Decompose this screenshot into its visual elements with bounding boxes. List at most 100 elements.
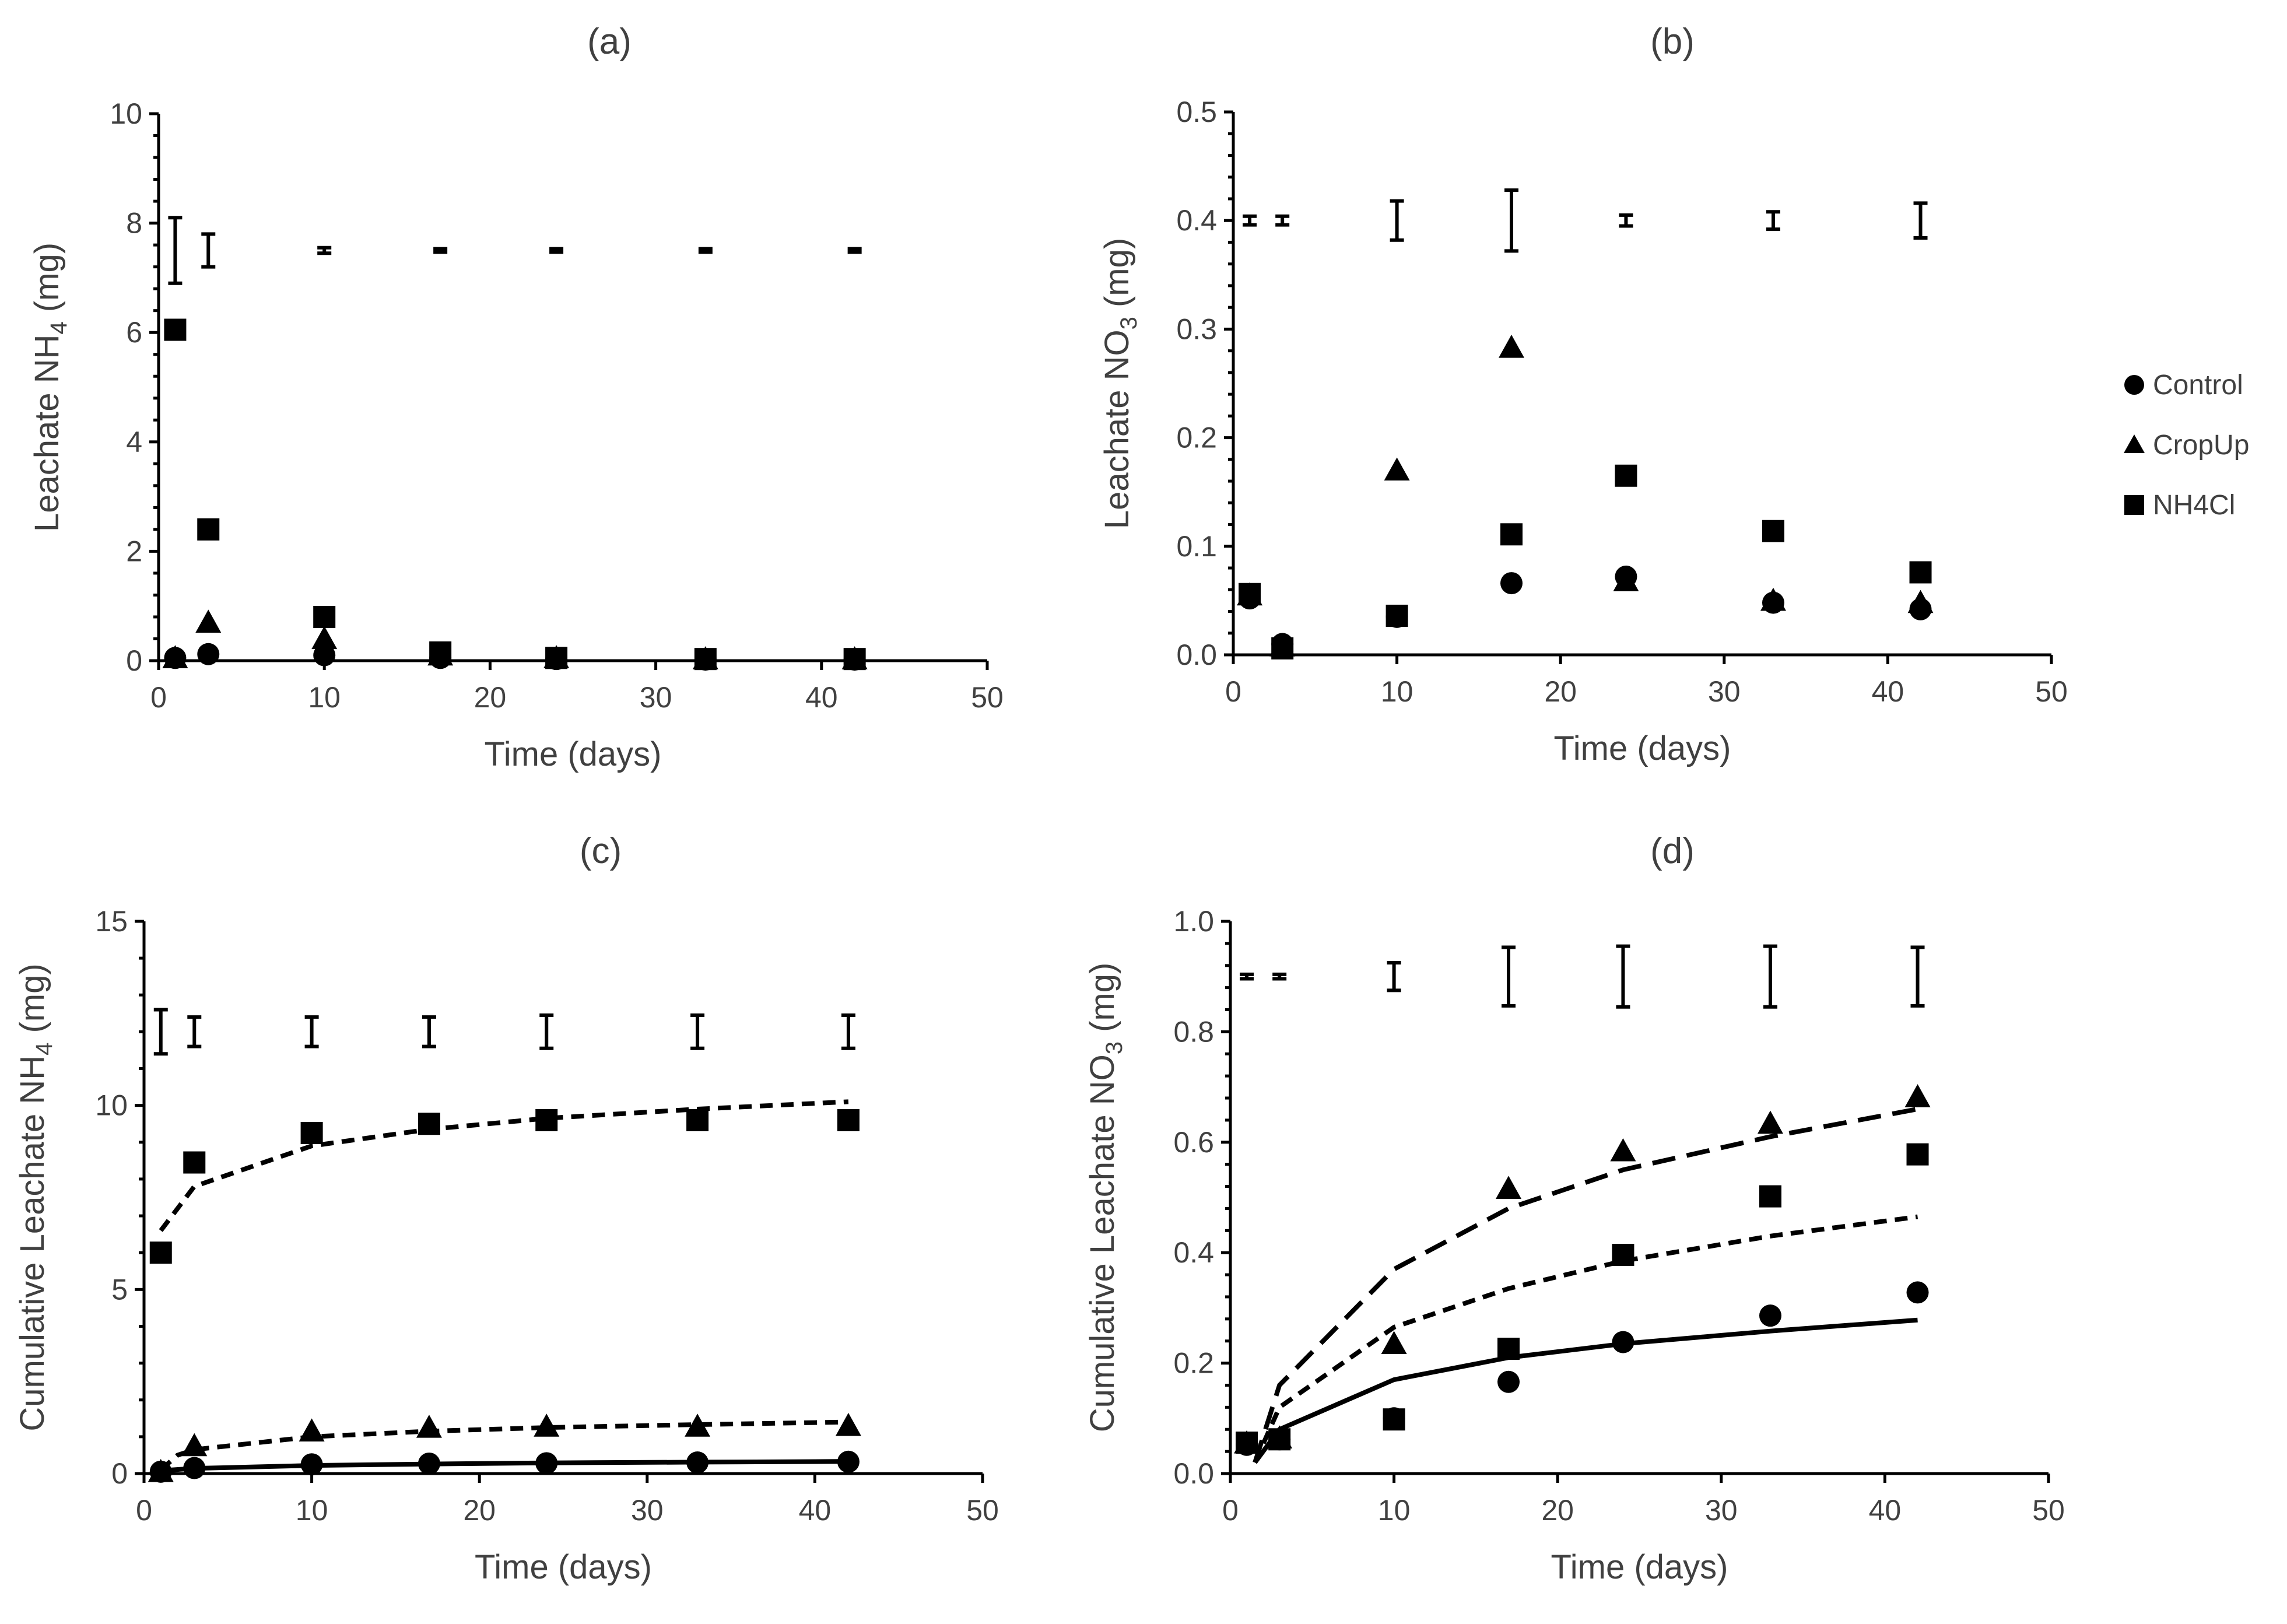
data-point-nh4cl <box>197 518 220 541</box>
legend-label-cropup: CropUp <box>2153 430 2249 461</box>
data-point-nh4cl <box>535 1109 558 1131</box>
error-bar <box>187 1015 202 1048</box>
y-axis-title-unit: (mg) <box>13 963 51 1042</box>
data-point-cropup <box>181 1433 208 1457</box>
error-bar <box>1616 944 1630 1009</box>
data-point-cropup <box>1381 1331 1407 1355</box>
data-point-cropup <box>1613 568 1639 591</box>
data-point-cropup <box>1757 1110 1783 1134</box>
x-tick-label: 50 <box>2032 1494 2065 1527</box>
data-point-control <box>300 1453 323 1476</box>
y-tick-label: 5 <box>111 1273 128 1306</box>
x-tick-label: 10 <box>1381 675 1413 708</box>
data-point-cropup <box>1907 590 1934 613</box>
y-tick-label: 0.1 <box>1176 530 1217 563</box>
error-bar <box>153 1008 168 1056</box>
y-tick-label: 0.2 <box>1176 422 1217 454</box>
error-bar <box>201 232 216 269</box>
x-tick-label: 20 <box>1544 675 1577 708</box>
error-bar <box>1387 961 1401 992</box>
x-tick-label: 10 <box>296 1494 328 1527</box>
data-point-nh4cl <box>1762 520 1784 542</box>
error-bar <box>1766 210 1780 232</box>
y-axis-title-main: Leachate NO <box>1098 329 1136 529</box>
data-point-control <box>183 1457 206 1479</box>
x-tick-label: 10 <box>1378 1494 1411 1527</box>
data-point-control <box>1759 1304 1781 1327</box>
y-tick-label: 0.2 <box>1173 1347 1214 1380</box>
y-tick-label: 0 <box>111 1457 128 1490</box>
legend-marker-triangle <box>2124 434 2145 453</box>
x-tick-label: 30 <box>631 1494 664 1527</box>
data-point-cropup <box>416 1415 442 1438</box>
data-point-cropup <box>311 626 338 650</box>
data-point-nh4cl <box>694 648 717 671</box>
data-point-nh4cl <box>1615 464 1637 487</box>
y-axis-title-subscript: 4 <box>46 321 72 334</box>
fit-line-cropup-fit <box>1253 1107 1918 1464</box>
fit-line-nh4cl-fit <box>1253 1214 1918 1464</box>
data-point-cropup <box>1499 335 1525 358</box>
data-point-cropup <box>148 1458 174 1482</box>
data-point-nh4cl <box>1497 1337 1520 1360</box>
legend-marker-group <box>2124 495 2144 515</box>
legend: Control CropUp NH4Cl <box>2124 370 2249 521</box>
x-tick-label: 20 <box>1541 1494 1574 1527</box>
x-tick-label: 40 <box>1872 675 1904 708</box>
y-tick-label: 4 <box>126 426 142 458</box>
data-point-nh4cl <box>429 641 452 664</box>
data-point-nh4cl <box>300 1122 323 1145</box>
y-tick-label: 10 <box>110 97 142 130</box>
x-tick-label: 40 <box>1869 1494 1902 1527</box>
y-tick-label: 1.0 <box>1173 905 1214 938</box>
error-bar <box>1619 213 1633 228</box>
data-point-cropup <box>299 1418 325 1441</box>
error-bar <box>1240 972 1254 981</box>
y-axis-title-unit: (mg) <box>1098 238 1136 317</box>
y-tick-label: 0.5 <box>1176 96 1217 128</box>
data-point-cropup <box>1384 457 1410 481</box>
data-point-nh4cl <box>1906 1143 1929 1166</box>
data-point-nh4cl <box>1385 604 1408 627</box>
y-axis-title: Leachate NH4 (mg) <box>28 243 72 532</box>
data-point-nh4cl <box>843 648 866 671</box>
y-axis-title-unit: (mg) <box>28 243 66 321</box>
chart-panel-4: (d) 0.0 0.2 0.4 0.6 0.8 1.0 0 10 20 30 40 50 Time (da… <box>1083 831 2065 1586</box>
data-point-cropup <box>1904 1084 1931 1107</box>
x-tick-label: 50 <box>966 1494 999 1527</box>
y-axis-title-unit: (mg) <box>1083 963 1121 1041</box>
data-point-cropup <box>1610 1138 1636 1162</box>
y-axis-title: Leachate NO3 (mg) <box>1098 238 1142 529</box>
error-bar <box>433 247 448 254</box>
data-point-control <box>535 1452 558 1475</box>
y-tick-label: 6 <box>126 316 142 349</box>
panel-label: (a) <box>587 22 632 62</box>
data-point-nh4cl <box>164 318 187 341</box>
legend-marker-square <box>2124 495 2144 515</box>
x-tick-label: 0 <box>136 1494 152 1527</box>
data-point-cropup <box>534 1413 560 1437</box>
data-point-nh4cl <box>1759 1185 1781 1208</box>
data-point-nh4cl <box>1500 523 1523 546</box>
x-tick-label: 10 <box>308 681 341 714</box>
data-point-nh4cl <box>149 1241 172 1264</box>
error-bar <box>690 1013 705 1050</box>
legend-label-control: Control <box>2153 370 2243 401</box>
fit-line-control-fit <box>160 1459 848 1473</box>
panel-label: (c) <box>580 831 622 871</box>
y-tick-label: 0.4 <box>1176 204 1217 237</box>
y-tick-label: 0.6 <box>1173 1126 1214 1159</box>
data-point-control <box>1500 572 1523 595</box>
data-point-nh4cl <box>1239 583 1261 605</box>
y-axis-title-main: Cumulative Leachate NO <box>1083 1054 1121 1432</box>
x-tick-label: 30 <box>1705 1494 1738 1527</box>
error-bar <box>1504 188 1519 253</box>
error-bar <box>539 1013 554 1050</box>
fit-line-cropup-fit <box>159 1419 848 1472</box>
y-tick-label: 0.8 <box>1173 1015 1214 1048</box>
data-point-nh4cl <box>1271 637 1294 660</box>
chart-panel-2: (b) 0.0 0.1 0.2 0.3 0.4 0.5 0 10 20 30 40 50 Time (da… <box>1098 22 2068 767</box>
y-tick-label: 0.0 <box>1173 1457 1214 1490</box>
data-point-nh4cl <box>1612 1243 1634 1266</box>
